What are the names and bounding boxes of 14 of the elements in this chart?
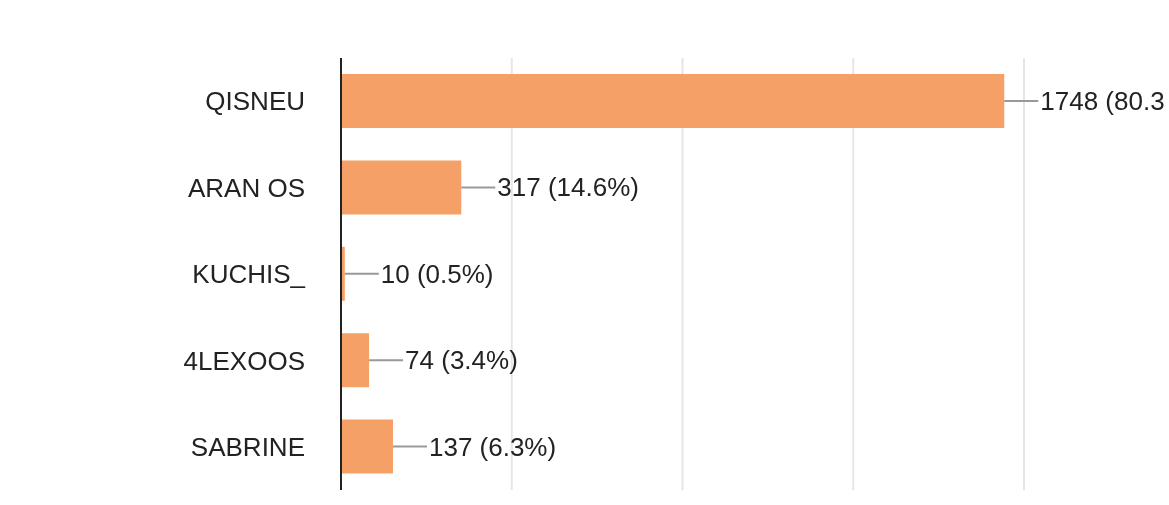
- y-tick-label: KUCHIS_: [192, 259, 306, 290]
- bar: [341, 74, 1005, 128]
- y-tick-label: SABRINE: [190, 432, 305, 463]
- y-tick-label: QISNEU: [205, 86, 305, 117]
- data-label: 1748 (80.3: [1040, 86, 1165, 116]
- data-label: 10 (0.5%): [380, 258, 494, 289]
- y-tick-label: 4LEXOOS: [183, 345, 305, 376]
- bar: [341, 160, 462, 215]
- bar: [341, 419, 393, 474]
- y-tick-label: ARAN OS: [187, 172, 305, 203]
- bar: [341, 333, 370, 388]
- data-label: 74 (3.4%): [405, 345, 518, 376]
- data-label: 137 (6.3%): [428, 431, 557, 462]
- data-label: 317 (14.6%): [497, 172, 639, 203]
